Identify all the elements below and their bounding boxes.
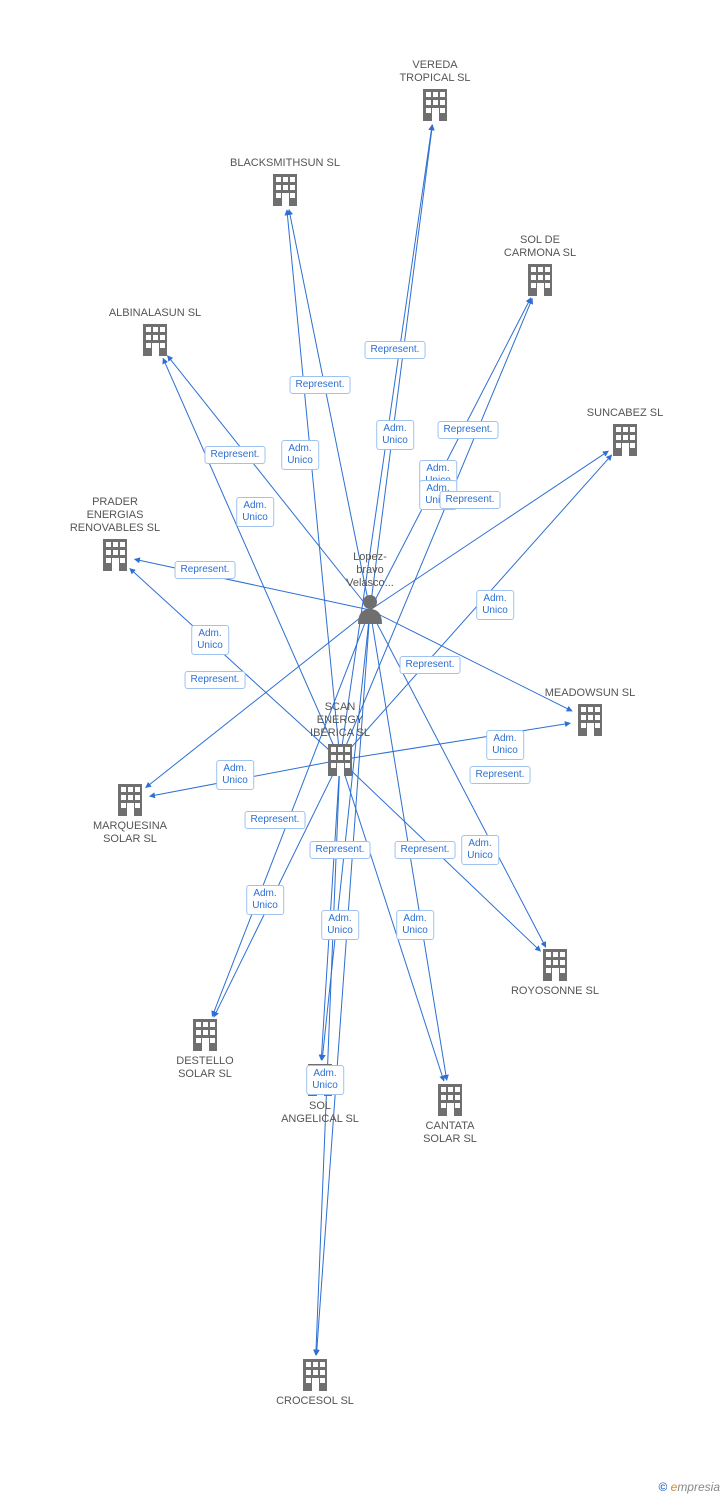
edge (340, 760, 541, 951)
building-icon[interactable] (543, 949, 567, 981)
edge (212, 610, 370, 1016)
watermark: © empresia (658, 1480, 720, 1494)
building-icon[interactable] (423, 89, 447, 121)
building-icon[interactable] (438, 1084, 462, 1116)
edge (163, 358, 340, 760)
edge (340, 455, 612, 760)
edge (167, 356, 370, 610)
edge (370, 451, 608, 610)
edge (340, 723, 570, 760)
building-icon[interactable] (118, 784, 142, 816)
building-icon[interactable] (143, 324, 167, 356)
edge (370, 610, 572, 711)
building-icon[interactable] (193, 1019, 217, 1051)
edge (340, 298, 532, 760)
building-icon[interactable] (273, 174, 297, 206)
edge (370, 610, 546, 947)
building-icon[interactable] (303, 1359, 327, 1391)
edge (316, 610, 370, 1355)
edge (316, 760, 340, 1355)
edge (370, 610, 447, 1080)
network-graph (0, 0, 728, 1500)
building-icon[interactable] (103, 539, 127, 571)
edge (340, 125, 432, 760)
brand-rest: mpresia (677, 1480, 720, 1494)
edge (135, 559, 370, 610)
edge (322, 610, 370, 1060)
edge (287, 210, 340, 760)
edge (370, 298, 531, 610)
edge (289, 210, 370, 610)
edge (321, 760, 340, 1060)
building-icon[interactable] (613, 424, 637, 456)
edge (370, 125, 432, 610)
edge (150, 760, 340, 796)
building-icon[interactable] (328, 744, 352, 776)
building-icon[interactable] (528, 264, 552, 296)
building-icon[interactable] (308, 1064, 332, 1096)
building-icon[interactable] (578, 704, 602, 736)
copyright-symbol: © (658, 1480, 667, 1494)
edge (340, 760, 444, 1081)
edge (214, 760, 340, 1017)
